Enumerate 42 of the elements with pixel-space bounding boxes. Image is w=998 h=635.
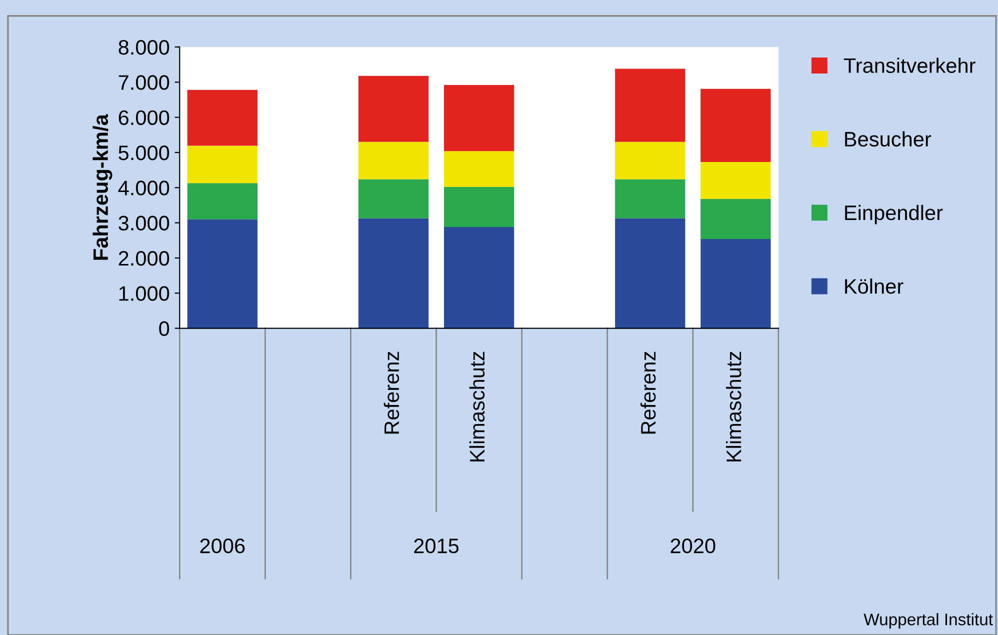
x-tick-label: Referenz bbox=[640, 352, 656, 434]
legend-label: Besucher bbox=[845, 131, 932, 147]
y-tick-label: 4.000 bbox=[118, 180, 170, 196]
x-tick-label: Klimaschutz bbox=[726, 352, 742, 462]
text: 2015 bbox=[414, 538, 459, 554]
legend-label: Einpendler bbox=[845, 204, 943, 224]
y-tick-label: 0 bbox=[159, 321, 170, 336]
y-tick-label: 1.000 bbox=[119, 286, 170, 301]
bar bbox=[615, 68, 686, 142]
bar bbox=[187, 90, 258, 146]
y-tick-label: 5.000 bbox=[118, 145, 170, 160]
bar bbox=[358, 218, 429, 328]
bar bbox=[444, 186, 514, 228]
y-tick-label: 2.000 bbox=[118, 250, 170, 266]
legend-label: Kölner bbox=[845, 278, 904, 294]
bar bbox=[444, 227, 514, 328]
bar bbox=[358, 76, 429, 142]
text: 2020 bbox=[670, 538, 716, 554]
bar bbox=[187, 219, 258, 328]
bar bbox=[700, 88, 771, 162]
bar bbox=[187, 146, 258, 184]
bar bbox=[358, 179, 429, 218]
x-tick-label: Klimaschutz bbox=[469, 352, 485, 462]
y-tick-label: 8.000 bbox=[118, 40, 170, 55]
bar bbox=[615, 179, 686, 218]
bar bbox=[358, 142, 429, 180]
bar bbox=[700, 198, 771, 239]
bar bbox=[615, 218, 686, 328]
bar bbox=[187, 183, 258, 220]
x-tick-label: Referenz bbox=[384, 352, 400, 434]
legend-label: Transitverkehr bbox=[844, 58, 976, 74]
y-tick-label: 3.000 bbox=[118, 216, 170, 231]
bar bbox=[700, 238, 771, 328]
text: Wuppertal Institut bbox=[864, 613, 993, 629]
bar bbox=[700, 162, 771, 199]
y-axis-title: Fahrzeug-km/a bbox=[92, 114, 112, 260]
bar bbox=[444, 151, 514, 187]
text: 2006 bbox=[200, 538, 245, 554]
bar bbox=[444, 84, 514, 152]
y-tick-label: 7.000 bbox=[118, 75, 170, 90]
y-tick-label: 6.000 bbox=[118, 110, 170, 126]
bar bbox=[615, 142, 686, 180]
